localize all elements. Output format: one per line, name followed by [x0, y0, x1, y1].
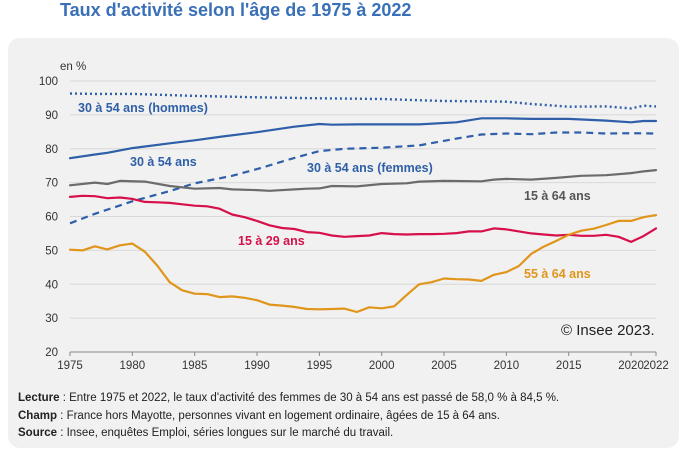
y-tick-label: 60: [45, 212, 58, 224]
y-tick-label: 90: [45, 110, 58, 122]
y-tick-label: 50: [45, 245, 58, 257]
y-tick-label: 40: [45, 279, 58, 291]
y-tick-label: 80: [45, 144, 58, 156]
x-tick-label: 2010: [494, 360, 520, 372]
series-line-15-64-ans: [68, 169, 658, 192]
y-tick-label: 30: [45, 313, 58, 325]
y-axis-label: en %: [60, 61, 86, 73]
chart-panel: [8, 38, 679, 448]
x-tick-label: 1975: [57, 360, 83, 372]
x-tick-label: 2022: [643, 360, 669, 372]
y-tick-label: 20: [45, 347, 58, 359]
series-annotation: 30 à 54 ans (femmes): [307, 161, 433, 175]
series-annotation: 55 à 64 ans: [524, 267, 591, 281]
copyright-credit: © Insee 2023.: [561, 322, 655, 339]
y-tick-label: 100: [39, 76, 58, 88]
note-champ: Champ : France hors Mayotte, personnes v…: [18, 409, 500, 422]
x-tick-label: 2020: [618, 360, 644, 372]
x-tick-label: 1980: [120, 360, 146, 372]
series-annotation: 30 à 54 ans: [130, 155, 197, 169]
series-line-30-54-ans: [68, 117, 658, 160]
series-line-15-29-ans: [68, 194, 658, 243]
series-annotation: 15 à 29 ans: [238, 234, 305, 248]
chart-title: Taux d'activité selon l'âge de 1975 à 20…: [60, 0, 412, 20]
x-tick-label: 2015: [556, 360, 582, 372]
series-line-30-54-ans-femmes-: [69, 131, 657, 225]
chart-notes: Lecture : Entre 1975 et 2022, le taux d'…: [18, 390, 559, 443]
x-tick-label: 2005: [431, 360, 457, 372]
y-tick-label: 70: [45, 178, 58, 190]
series-line-55-64-ans: [68, 214, 658, 314]
note-source: Source : Insee, enquêtes Emploi, séries …: [18, 427, 394, 439]
note-lecture: Lecture : Entre 1975 et 2022, le taux d'…: [18, 392, 560, 404]
x-tick-label: 2000: [369, 360, 395, 372]
x-tick-label: 1995: [307, 360, 333, 372]
series-annotation: 30 à 54 ans (hommes): [78, 101, 208, 115]
x-tick-label: 1990: [244, 360, 270, 372]
series-annotation: 15 à 64 ans: [524, 189, 591, 203]
x-tick-label: 1985: [182, 360, 208, 372]
